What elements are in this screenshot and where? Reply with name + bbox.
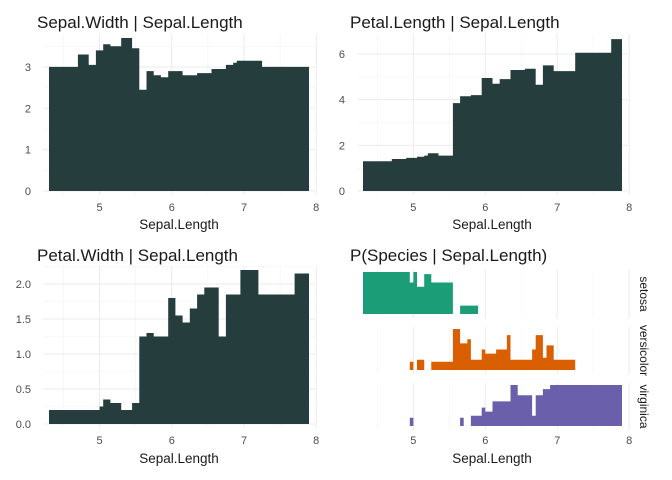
facet-setosa-area (363, 272, 622, 314)
y-tick-label: 1 (25, 145, 31, 157)
x-tick-label: 8 (313, 435, 319, 447)
panel-3-histogram (49, 270, 309, 424)
panel-1-x-axis-label: Sepal.Length (139, 217, 219, 232)
panel-1-histogram (49, 38, 309, 191)
panel-1-title: Sepal.Width | Sepal.Length (37, 13, 243, 32)
x-tick-label: 8 (626, 202, 632, 214)
x-tick-label: 8 (313, 202, 319, 214)
x-tick-label: 5 (96, 435, 102, 447)
x-tick-label: 6 (169, 202, 175, 214)
y-tick-label: 0.0 (16, 419, 31, 431)
facet-strip-setosa: setosa (637, 276, 651, 312)
y-tick-label: 6 (339, 49, 345, 61)
panel-2-histogram (363, 39, 622, 191)
x-tick-label: 7 (554, 202, 560, 214)
x-tick-label: 6 (169, 435, 175, 447)
x-tick-label: 5 (96, 202, 102, 214)
y-tick-label: 3 (25, 62, 31, 74)
panel-species-probability: P(Species | Sepal.Length) setosa versico… (350, 246, 651, 466)
x-tick-label: 7 (241, 202, 247, 214)
panel-petal-width: Petal.Width | Sepal.Length 0.0 0.5 1.0 1.5 2… (16, 246, 320, 466)
y-tick-label: 1.0 (16, 349, 31, 361)
y-tick-label: 0 (25, 186, 31, 198)
y-tick-label: 0.5 (16, 384, 31, 396)
y-tick-label: 4 (339, 95, 345, 107)
facet-versicolor-area (363, 329, 622, 370)
panel-1-x-ticks: 5 6 7 8 (96, 202, 319, 214)
panel-2-x-ticks: 5 6 7 8 (410, 202, 632, 214)
facet-strip-versicolor: versicolor (637, 325, 651, 376)
facet-virginica-area (363, 385, 622, 426)
x-tick-label: 5 (410, 435, 416, 447)
y-tick-label: 2.0 (16, 279, 31, 291)
panel-3-y-ticks: 0.0 0.5 1.0 1.5 2.0 (16, 279, 31, 431)
panel-4-title: P(Species | Sepal.Length) (350, 246, 547, 265)
y-tick-label: 2 (25, 103, 31, 115)
panel-3-title: Petal.Width | Sepal.Length (37, 246, 238, 265)
panel-3-x-axis-label: Sepal.Length (139, 451, 219, 466)
facet-strip-virginica: virginica (637, 384, 651, 428)
panel-4-x-ticks: 5 6 7 8 (410, 435, 632, 447)
x-tick-label: 7 (241, 435, 247, 447)
y-tick-label: 0 (339, 186, 345, 198)
x-tick-label: 8 (626, 435, 632, 447)
x-tick-label: 6 (482, 435, 488, 447)
x-tick-label: 6 (482, 202, 488, 214)
y-tick-label: 1.5 (16, 314, 31, 326)
y-tick-label: 2 (339, 140, 345, 152)
panel-1-y-ticks: 0 1 2 3 (25, 62, 31, 198)
x-tick-label: 5 (410, 202, 416, 214)
panel-2-y-ticks: 0 2 4 6 (339, 49, 345, 198)
x-tick-label: 7 (554, 435, 560, 447)
panel-4-x-axis-label: Sepal.Length (452, 451, 532, 466)
panel-3-x-ticks: 5 6 7 8 (96, 435, 319, 447)
panel-sepal-width: Sepal.Width | Sepal.Length 0 1 2 3 5 6 7 8 Sep… (25, 13, 319, 232)
panel-2-x-axis-label: Sepal.Length (452, 217, 532, 232)
panel-2-title: Petal.Length | Sepal.Length (350, 13, 560, 32)
panel-petal-length: Petal.Length | Sepal.Length 0 2 4 6 5 6 7 8 Se… (339, 13, 632, 232)
